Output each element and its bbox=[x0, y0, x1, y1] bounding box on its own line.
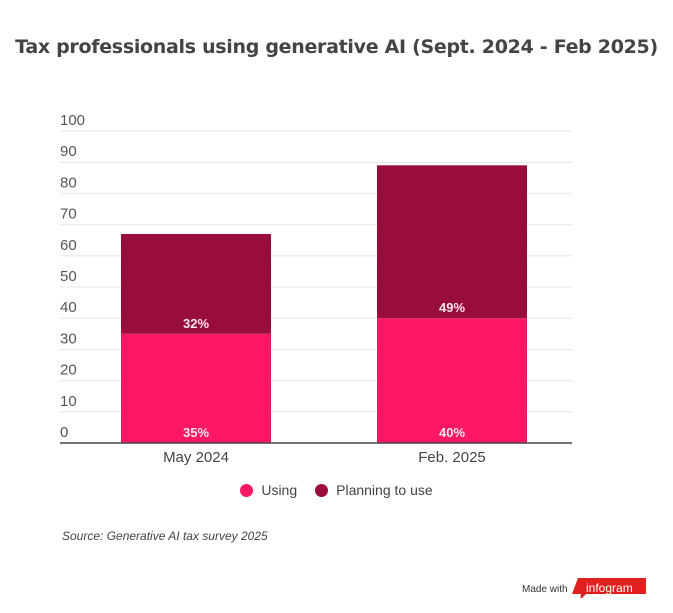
legend: Using Planning to use bbox=[0, 482, 673, 498]
bar-segment bbox=[377, 318, 527, 443]
chart-plot: 0 10 20 30 40 50 60 70 80 90 100 35% 32% May 2024 40% 4… bbox=[60, 112, 572, 466]
bar-segment bbox=[121, 233, 271, 334]
legend-marker-planning bbox=[315, 483, 329, 497]
infogram-brand: infogram bbox=[586, 581, 633, 595]
legend-label-planning: Planning to use bbox=[336, 482, 433, 498]
legend-label-using: Using bbox=[261, 482, 298, 498]
bar-segment bbox=[121, 333, 271, 443]
y-tick-label: 50 bbox=[60, 268, 77, 285]
y-tick-label: 10 bbox=[60, 393, 77, 410]
y-tick-label: 40 bbox=[60, 299, 77, 316]
y-tick-label: 60 bbox=[60, 237, 77, 254]
y-tick-label: 90 bbox=[60, 143, 77, 160]
y-tick-label: 100 bbox=[60, 112, 85, 129]
bar-segment bbox=[377, 165, 527, 319]
made-with-label: Made with bbox=[522, 584, 568, 595]
legend-marker-using bbox=[240, 483, 254, 497]
legend-item-using[interactable]: Using bbox=[240, 482, 297, 498]
x-tick-label: Feb. 2025 bbox=[418, 449, 486, 466]
y-tick-label: 70 bbox=[60, 206, 77, 223]
y-tick-label: 30 bbox=[60, 330, 77, 347]
source-note: Source: Generative AI tax survey 2025 bbox=[62, 529, 268, 543]
data-label: 49% bbox=[439, 300, 465, 315]
y-tick-label: 80 bbox=[60, 174, 77, 191]
data-label: 32% bbox=[183, 316, 209, 331]
data-label: 35% bbox=[183, 425, 209, 440]
y-tick-label: 0 bbox=[60, 424, 68, 441]
infogram-badge[interactable] bbox=[572, 578, 646, 598]
infogram-badge-shape bbox=[572, 578, 646, 598]
data-label: 40% bbox=[439, 425, 465, 440]
x-tick-label: May 2024 bbox=[163, 449, 229, 466]
y-tick-label: 20 bbox=[60, 362, 77, 379]
legend-item-planning[interactable]: Planning to use bbox=[315, 482, 433, 498]
chart-title: Tax professionals using generative AI (S… bbox=[15, 36, 658, 58]
